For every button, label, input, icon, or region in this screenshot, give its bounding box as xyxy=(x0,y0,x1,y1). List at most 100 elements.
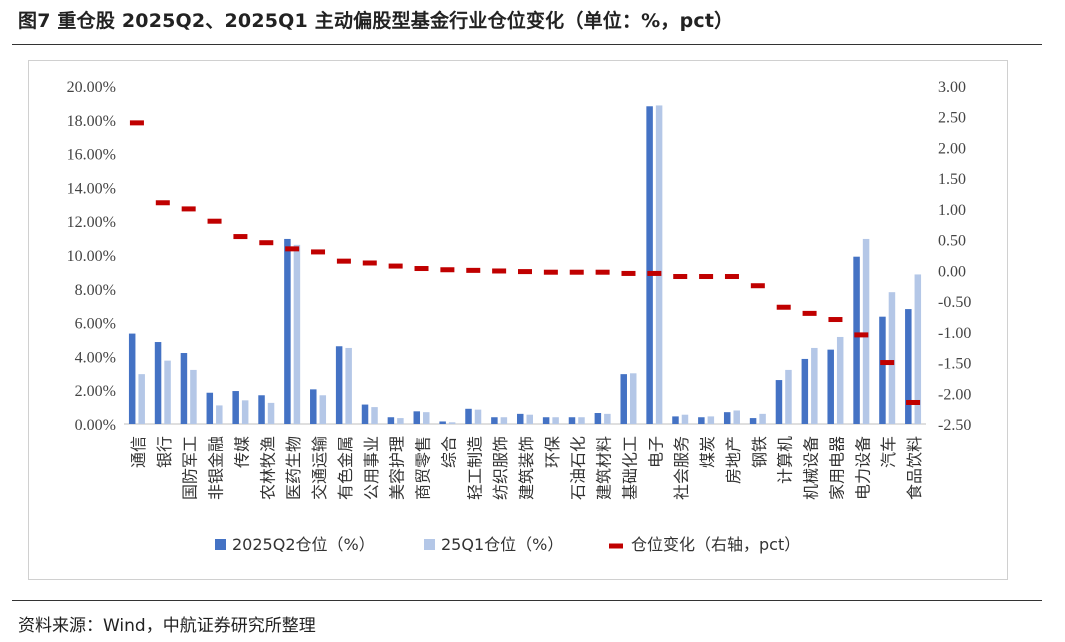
footer-rule xyxy=(12,600,1042,601)
y2-tick-label: -1.50 xyxy=(938,356,971,373)
bar-25q1-19 xyxy=(629,373,637,424)
bar-2025q2-17 xyxy=(568,417,576,424)
bar-2025q2-27 xyxy=(827,349,834,424)
y-tick-label: 14.00% xyxy=(67,180,116,197)
category-label: 农林牧渔 xyxy=(258,436,277,500)
change-marker-13 xyxy=(466,267,481,273)
change-marker-12 xyxy=(440,267,455,273)
bar-25q1-23 xyxy=(733,410,740,424)
category-label: 房地产 xyxy=(724,436,743,484)
category-label: 社会服务 xyxy=(672,436,691,500)
change-marker-20 xyxy=(647,270,662,276)
change-marker-3 xyxy=(207,218,222,224)
change-marker-22 xyxy=(699,274,714,280)
y2-tick-label: 3.00 xyxy=(938,79,966,96)
change-marker-17 xyxy=(569,269,584,275)
category-label: 环保 xyxy=(543,436,562,468)
bar-2025q2-23 xyxy=(723,412,731,424)
bar-25q1-15 xyxy=(526,414,533,424)
y2-tick-label: 2.50 xyxy=(938,110,966,127)
bar-2025q2-19 xyxy=(620,374,627,424)
bar-25q1-7 xyxy=(319,395,327,424)
change-marker-16 xyxy=(543,269,558,275)
y-tick-label: 8.00% xyxy=(75,282,116,299)
bar-2025q2-21 xyxy=(672,416,679,424)
y-tick-label: 16.00% xyxy=(67,147,116,164)
change-marker-15 xyxy=(518,269,532,275)
bar-25q1-5 xyxy=(267,402,275,424)
category-label: 非银金融 xyxy=(207,436,226,500)
change-marker-1 xyxy=(155,200,170,206)
bar-2025q2-26 xyxy=(801,358,809,424)
y-tick-label: 2.00% xyxy=(75,383,116,400)
bar-2025q2-2 xyxy=(180,353,188,424)
bar-2025q2-6 xyxy=(284,238,291,424)
change-marker-29 xyxy=(880,360,895,366)
bar-2025q2-25 xyxy=(775,380,783,424)
bar-2025q2-4 xyxy=(232,391,239,424)
bar-25q1-14 xyxy=(500,417,508,424)
change-marker-26 xyxy=(802,310,817,316)
category-label: 机械设备 xyxy=(802,436,821,500)
bar-2025q2-24 xyxy=(749,418,757,424)
bar-25q1-13 xyxy=(474,409,482,424)
bar-2025q2-8 xyxy=(335,346,343,424)
bar-2025q2-28 xyxy=(853,256,860,424)
y-tick-label: 10.00% xyxy=(67,248,116,265)
category-label: 医药生物 xyxy=(284,436,303,500)
change-marker-19 xyxy=(621,270,636,276)
change-marker-27 xyxy=(828,317,843,323)
category-label: 电子 xyxy=(646,436,665,468)
bar-25q1-27 xyxy=(836,336,844,424)
category-label: 钢铁 xyxy=(750,436,769,468)
category-label: 汽车 xyxy=(879,436,898,468)
legend-label-change: 仓位变化（右轴，pct） xyxy=(631,535,800,554)
y2-tick-label: -2.00 xyxy=(938,386,971,403)
bar-2025q2-14 xyxy=(491,417,498,424)
change-marker-14 xyxy=(492,268,507,274)
category-label: 商贸零售 xyxy=(414,436,433,500)
bar-2025q2-5 xyxy=(258,395,265,424)
bar-25q1-9 xyxy=(371,407,378,424)
change-marker-6 xyxy=(285,246,300,252)
bar-25q1-3 xyxy=(216,405,223,424)
bar-25q1-22 xyxy=(707,416,715,424)
change-marker-25 xyxy=(776,304,791,310)
bar-2025q2-20 xyxy=(646,106,653,424)
bar-2025q2-18 xyxy=(594,413,602,424)
title-rule xyxy=(12,44,1042,45)
category-label: 电力设备 xyxy=(853,436,872,500)
bar-2025q2-3 xyxy=(206,392,214,424)
bar-25q1-18 xyxy=(604,413,611,424)
category-label: 煤炭 xyxy=(698,436,717,468)
change-marker-0 xyxy=(129,120,144,126)
legend-label-25q1: 25Q1仓位（%） xyxy=(441,535,563,554)
legend-swatch-25q1 xyxy=(424,539,435,550)
bar-25q1-26 xyxy=(811,347,818,424)
category-label: 综合 xyxy=(439,436,458,468)
legend-swatch-change xyxy=(609,543,623,549)
chart: 0.00% 2.00% 4.00% 6.00% 8.00% 10.00% 12.00% 14.… xyxy=(67,79,972,554)
y2-tick-label: 1.00 xyxy=(938,202,966,219)
y-tick-label: 6.00% xyxy=(75,316,116,333)
change-marker-24 xyxy=(750,283,765,289)
bar-25q1-11 xyxy=(423,412,430,424)
category-label: 交通运输 xyxy=(310,436,329,500)
bar-25q1-30 xyxy=(914,274,922,424)
category-label: 石油石化 xyxy=(569,436,588,500)
bar-2025q2-0 xyxy=(128,333,136,424)
y2-tick-label: -2.50 xyxy=(938,417,971,434)
bar-25q1-24 xyxy=(759,413,766,424)
category-label: 传媒 xyxy=(232,436,251,468)
bar-2025q2-11 xyxy=(413,411,421,424)
category-label: 建筑材料 xyxy=(595,436,614,500)
legend-swatch-2025q2 xyxy=(215,539,226,550)
bar-25q1-6 xyxy=(293,244,301,424)
source-note: 资料来源：Wind，中航证券研究所整理 xyxy=(18,616,316,636)
change-marker-23 xyxy=(724,274,739,280)
bar-25q1-28 xyxy=(862,238,870,424)
y2-tick-label: 2.00 xyxy=(938,140,966,157)
category-label: 美容护理 xyxy=(388,436,407,500)
y-tick-label: 4.00% xyxy=(75,349,116,366)
category-label: 银行 xyxy=(155,436,174,468)
